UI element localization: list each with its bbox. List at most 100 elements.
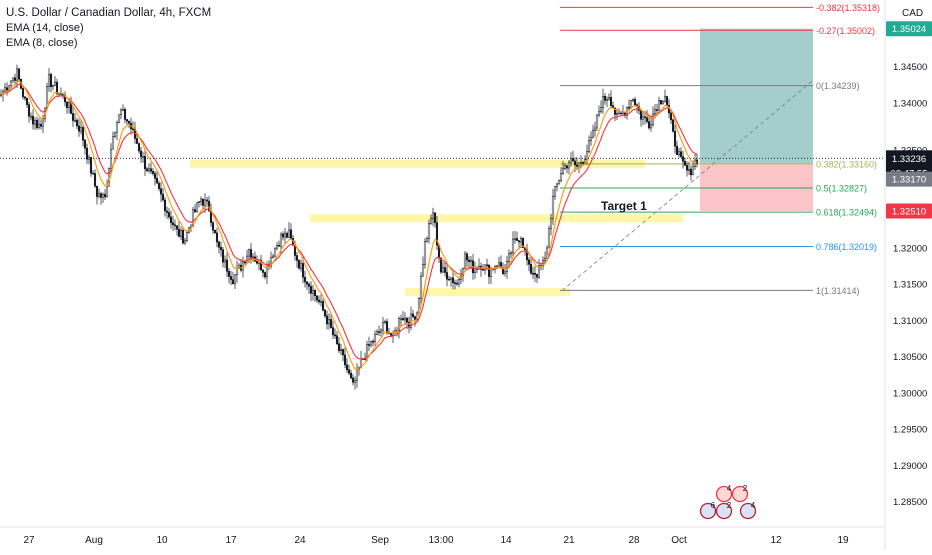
candle-body (465, 253, 469, 261)
ema-lines (0, 80, 698, 370)
highlight-band[interactable] (310, 214, 683, 223)
time-axis[interactable]: 27 Aug 10 17 24 Sep 13:00 14 21 28 Oct 12 19 (23, 535, 849, 546)
candle-body (431, 212, 435, 219)
candle-body (423, 241, 427, 265)
candle-body (553, 186, 557, 197)
candle-body (219, 247, 223, 251)
highlight-band[interactable] (405, 288, 570, 297)
candle-body (327, 319, 331, 325)
candle-body (261, 270, 265, 273)
event-badge[interactable]: 2 (731, 484, 749, 503)
candle-body (143, 156, 147, 170)
candle-body (139, 150, 143, 157)
ema8-legend[interactable]: EMA (8, close) (6, 37, 78, 49)
candle-body (97, 193, 101, 197)
highlight-band[interactable] (190, 159, 645, 168)
candle-body (71, 113, 75, 121)
candle-body (333, 334, 337, 337)
candle-body (83, 139, 87, 149)
candle-body (233, 274, 237, 285)
candle-body (369, 341, 373, 346)
candle-body (95, 185, 99, 197)
candle-body (537, 265, 541, 278)
candle-body (339, 349, 343, 352)
candle-body (279, 233, 283, 247)
candle-body (527, 259, 531, 265)
candle-body (653, 109, 657, 115)
loss-zone[interactable] (700, 163, 813, 211)
stop-price-tag[interactable]: 1.32510 (886, 203, 932, 219)
candle-body (445, 272, 449, 280)
candle-body (211, 222, 215, 231)
candle-body (481, 269, 485, 271)
candle-body (647, 121, 651, 129)
candle-body (433, 212, 437, 223)
candle-body (137, 143, 141, 152)
candle-body (127, 120, 131, 124)
stop-price-tag-text: 1.32510 (892, 206, 926, 217)
ema14-legend[interactable]: EMA (14, close) (6, 22, 84, 34)
candle-body (159, 188, 163, 195)
candle-body (559, 173, 563, 181)
candle-body (145, 168, 149, 172)
symbol-title[interactable]: U.S. Dollar / Canadian Dollar, 4h, FXCM (6, 7, 212, 19)
candle-body (225, 259, 229, 272)
candle-body (11, 77, 15, 82)
x-tick-label: Oct (671, 535, 687, 546)
candle-body (123, 109, 127, 120)
candle-body (535, 274, 539, 278)
candle-body (173, 224, 177, 227)
candle-body (349, 372, 353, 379)
x-tick-label: 10 (156, 535, 168, 546)
candle-body (657, 100, 661, 111)
candle-body (549, 218, 553, 230)
target-annotation[interactable]: Target 1 (601, 199, 647, 213)
event-badge[interactable]: 4 (715, 484, 733, 503)
event-badge[interactable]: 4 (739, 501, 757, 520)
candle-body (49, 74, 53, 87)
candle-body (455, 282, 459, 285)
entry-price-tag[interactable]: 1.33170 (886, 171, 932, 187)
price-axis[interactable]: 1.28500 1.29000 1.29500 1.30000 1.30500 1.310… (893, 62, 927, 508)
candle-body (301, 263, 305, 278)
candle-body (347, 369, 351, 374)
fib-trend-line[interactable] (561, 80, 813, 291)
event-badges[interactable]: 64 22 4 (699, 484, 757, 520)
candle-body (593, 127, 597, 131)
event-badge[interactable]: 6 (699, 501, 717, 520)
candle-body (685, 165, 689, 171)
candle-body (419, 275, 423, 299)
event-badge[interactable]: 2 (715, 501, 733, 520)
candle-body (231, 279, 235, 285)
candle-body (153, 173, 157, 179)
candle-body (117, 114, 121, 124)
candle-body (403, 317, 407, 321)
fib-label: 1(1.31414) (816, 286, 860, 296)
candle-body (205, 199, 209, 202)
candle-body (27, 104, 31, 117)
candle-body (87, 157, 91, 160)
candle-body (177, 228, 181, 237)
candle-body (671, 119, 675, 132)
candle-body (201, 198, 205, 206)
entry-price-tag-bg (886, 171, 932, 187)
candle-body (675, 145, 679, 155)
candle-body (345, 364, 349, 370)
x-tick-label: 28 (628, 535, 640, 546)
candle-body (53, 81, 57, 86)
candle-body (33, 120, 37, 125)
profit-zone[interactable] (700, 28, 813, 164)
candle-body (571, 158, 575, 162)
candle-body (103, 194, 107, 198)
ema14-line (0, 83, 698, 360)
target-price-tag[interactable]: 1.35024 (886, 21, 932, 37)
candle-body (503, 271, 507, 274)
candle-body (305, 281, 309, 285)
candle-body (575, 164, 579, 167)
candle-body (595, 114, 599, 129)
candle-body (619, 112, 623, 115)
candles (0, 64, 699, 390)
candle-body (583, 159, 587, 164)
candle-body (587, 140, 591, 152)
